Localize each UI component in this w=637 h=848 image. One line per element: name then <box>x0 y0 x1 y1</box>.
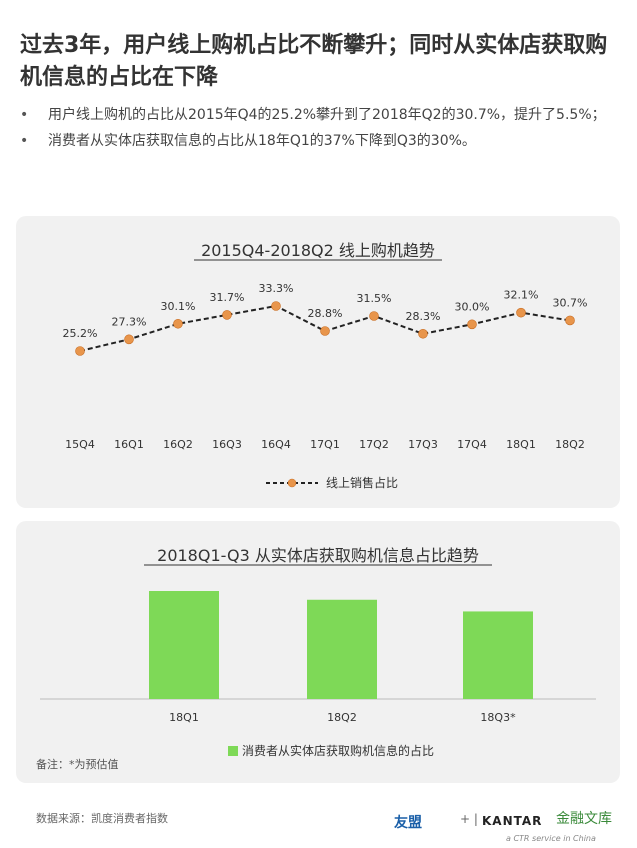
data-label: 30.7% <box>553 296 588 309</box>
data-label: 31.7% <box>210 291 245 304</box>
data-label: 27.3% <box>112 315 147 328</box>
data-label: 25.2% <box>63 327 98 340</box>
x-tick-label: 15Q4 <box>65 438 95 451</box>
youmeng-logo: 友盟 <box>394 815 422 831</box>
line-point <box>75 346 85 356</box>
data-label: 30.0% <box>455 300 490 313</box>
x-tick-label: 17Q1 <box>310 438 340 451</box>
line-chart-card: 2015Q4-2018Q2 线上购机趋势 25.2% 27.3% 30.1% 31.7… <box>16 216 620 508</box>
data-label: 30.1% <box>161 300 196 313</box>
bar <box>149 591 219 699</box>
kantar-logo: KANTAR <box>482 814 543 828</box>
legend-marker <box>287 478 297 488</box>
line-point <box>565 315 575 326</box>
bar-chart-card: 2018Q1-Q3 从实体店获取购机信息占比趋势 18Q1 18Q2 18Q3* 消… <box>16 521 620 783</box>
bar-chart: 2018Q1-Q3 从实体店获取购机信息占比趋势 18Q1 18Q2 18Q3* 消… <box>40 546 596 758</box>
watermark: 金融文库 <box>556 811 612 827</box>
line-chart-title: 2015Q4-2018Q2 线上购机趋势 <box>201 241 435 260</box>
x-tick-label: 18Q1 <box>506 438 536 451</box>
bar-chart-title: 2018Q1-Q3 从实体店获取购机信息占比趋势 <box>157 546 479 565</box>
page-title: 过去3年，用户线上购机占比不断攀升；同时从实体店获取购机信息的占比在下降 <box>20 33 608 90</box>
logo-separator: + | <box>460 812 478 826</box>
legend-label: 线上销售占比 <box>326 475 398 490</box>
x-tick-label: 18Q2 <box>555 438 585 451</box>
line-chart: 2015Q4-2018Q2 线上购机趋势 25.2% 27.3% 30.1% 31.7… <box>63 241 588 490</box>
x-tick-label: 16Q4 <box>261 438 291 451</box>
line-point <box>418 328 428 339</box>
line-point <box>271 301 281 311</box>
line-point <box>320 326 330 336</box>
summary-bullets: 用户线上购机的占比从2015年Q4的25.2%攀升到了2018年Q2的30.7%… <box>20 104 620 156</box>
legend-swatch <box>228 746 238 756</box>
x-tick-label: 16Q3 <box>212 438 242 451</box>
ctr-tagline: a CTR service in China <box>506 834 596 843</box>
line-point <box>516 307 526 318</box>
footnote: 备注：*为预估值 <box>36 758 119 771</box>
bullet-item: 用户线上购机的占比从2015年Q4的25.2%攀升到了2018年Q2的30.7%… <box>20 104 620 126</box>
x-tick-label: 18Q3* <box>480 711 516 724</box>
x-tick-label: 17Q3 <box>408 438 438 451</box>
x-tick-label: 16Q1 <box>114 438 144 451</box>
data-label: 32.1% <box>504 289 539 302</box>
data-label: 31.5% <box>357 292 392 305</box>
x-tick-label: 18Q2 <box>327 711 357 724</box>
x-tick-label: 16Q2 <box>163 438 193 451</box>
line-point <box>369 311 379 321</box>
data-label: 33.3% <box>259 282 294 295</box>
data-source: 数据来源：凯度消费者指数 <box>36 812 168 825</box>
line-point <box>467 319 477 330</box>
x-tick-label: 17Q4 <box>457 438 487 451</box>
data-label: 28.3% <box>406 310 441 323</box>
line-point <box>124 334 134 345</box>
bar <box>463 611 533 699</box>
legend-label: 消费者从实体店获取购机信息的占比 <box>242 743 434 758</box>
bar <box>307 599 377 699</box>
bullet-item: 消费者从实体店获取信息的占比从18年Q1的37%下降到Q3的30%。 <box>20 130 620 152</box>
bar-chart-legend: 消费者从实体店获取购机信息的占比 <box>228 743 434 758</box>
data-label: 28.8% <box>308 307 343 320</box>
line-chart-legend: 线上销售占比 <box>266 475 398 490</box>
x-tick-label: 18Q1 <box>169 711 199 724</box>
line-point <box>173 318 183 329</box>
footer-logos: 友盟 + | KANTAR a CTR service in China 金融文… <box>394 808 624 843</box>
line-point <box>222 310 232 320</box>
x-tick-label: 17Q2 <box>359 438 389 451</box>
